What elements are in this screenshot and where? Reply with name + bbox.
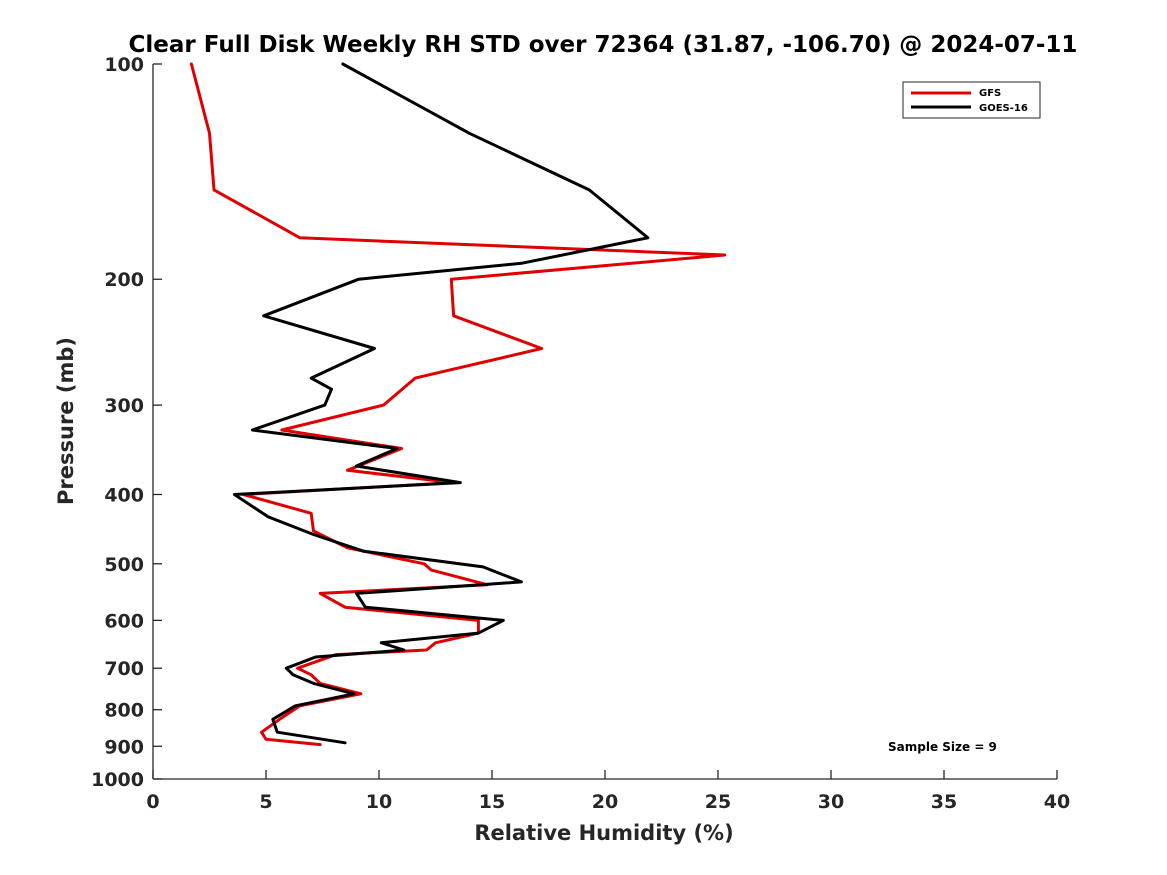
x-tick-label-0: 0 xyxy=(146,791,159,813)
y-tick-label-700: 700 xyxy=(104,658,144,680)
series-line-gfs xyxy=(189,62,727,747)
y-tick-label-900: 900 xyxy=(104,736,144,758)
y-tick-label-400: 400 xyxy=(104,484,144,506)
x-axis-label: Relative Humidity (%) xyxy=(474,821,733,845)
legend: GFS GOES-16 xyxy=(902,81,1041,119)
y-tick-label-100: 100 xyxy=(104,54,144,76)
legend-label-gfs: GFS xyxy=(979,88,1001,99)
y-tick-label-200: 200 xyxy=(104,269,144,291)
series-layer xyxy=(189,62,727,747)
x-tick-label-15: 15 xyxy=(479,791,505,813)
y-tick-label-600: 600 xyxy=(104,610,144,632)
x-tick-label-10: 10 xyxy=(366,791,392,813)
sample-size-annotation: Sample Size = 9 xyxy=(888,740,997,754)
y-tick-label-800: 800 xyxy=(104,700,144,722)
y-ticks: 100 200 300 400 500 600 700 800 900 1000 xyxy=(91,54,162,791)
x-ticks: 0 5 10 15 20 25 30 35 40 xyxy=(146,770,1070,813)
y-axis-label: Pressure (mb) xyxy=(54,337,78,505)
y-tick-label-500: 500 xyxy=(104,554,144,576)
x-tick-label-35: 35 xyxy=(931,791,957,813)
y-tick-label-1000: 1000 xyxy=(91,769,144,791)
y-tick-label-300: 300 xyxy=(104,395,144,417)
series-line-goes-16 xyxy=(232,62,650,745)
x-tick-label-20: 20 xyxy=(592,791,618,813)
plot-axes: 0 5 10 15 20 25 30 35 40 100 200 300 400 500 600 700 80… xyxy=(91,54,1070,813)
legend-box xyxy=(902,81,1041,119)
x-tick-label-30: 30 xyxy=(818,791,844,813)
x-tick-label-5: 5 xyxy=(259,791,272,813)
chart-title: Clear Full Disk Weekly RH STD over 72364… xyxy=(129,32,1078,58)
legend-label-goes-16: GOES-16 xyxy=(979,103,1028,114)
x-tick-label-40: 40 xyxy=(1044,791,1070,813)
x-tick-label-25: 25 xyxy=(705,791,731,813)
